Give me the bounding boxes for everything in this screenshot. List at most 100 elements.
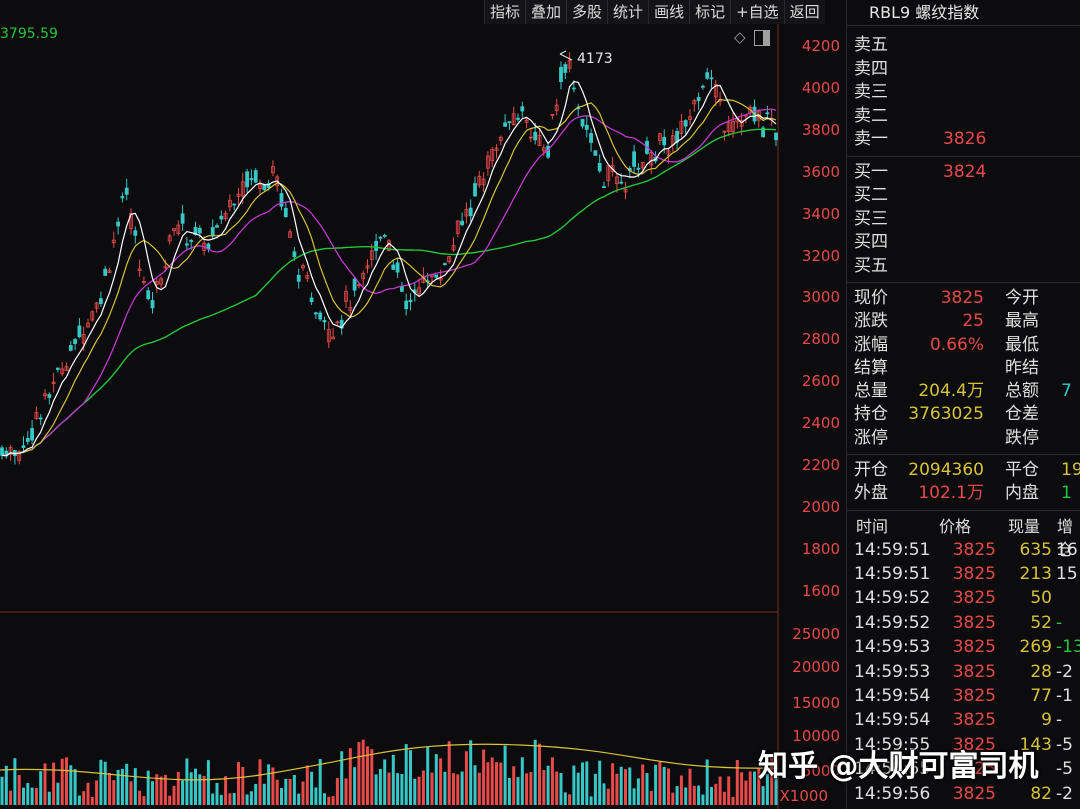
candle-body [705, 72, 710, 79]
candle-body [90, 311, 95, 321]
kline-chart-area[interactable]: 指标 叠加 多股 统计 画线 标记 +自选 返回 3795.59 4173 ◇ … [0, 0, 846, 809]
candle-body [68, 345, 73, 351]
volume-bar [688, 768, 692, 805]
volume-bar [671, 792, 675, 805]
candle-body [111, 239, 116, 244]
quote-label-2: 仓差 [1005, 404, 1039, 425]
volume-bar [202, 775, 206, 805]
volume-bar [727, 776, 731, 805]
tick-volume: 269 [1019, 637, 1052, 658]
ask-row: 卖五 [847, 34, 1080, 58]
volume-bar [533, 739, 537, 805]
volume-bar [404, 744, 408, 805]
ask-book: 卖五 卖四 卖三 卖二 卖一 3826 [847, 26, 1080, 152]
volume-bar [245, 794, 249, 805]
candle-body [283, 208, 288, 218]
candle-body [597, 162, 602, 172]
draw-line-button[interactable]: 画线 [648, 0, 690, 24]
volume-bar [550, 757, 554, 805]
volume-bar [714, 783, 718, 805]
bid-row: 买五 [847, 255, 1080, 279]
indicator-button[interactable]: 指标 [484, 0, 526, 24]
ask-label: 卖二 [854, 105, 888, 126]
quote-label-2: 昨结 [1005, 357, 1039, 378]
candle-body [739, 119, 744, 127]
multi-stock-button[interactable]: 多股 [566, 0, 608, 24]
tick-header: 时间 价格 现量 增仓 [847, 515, 1080, 559]
volume-bar [211, 793, 215, 805]
volume-bar [684, 787, 688, 805]
tick-change: - [1056, 612, 1063, 633]
candle-body [709, 77, 714, 80]
candle-body [640, 161, 645, 169]
volume-bar [507, 778, 511, 805]
volume-bar [495, 762, 498, 805]
candle-body [167, 235, 172, 242]
mark-button[interactable]: 标记 [689, 0, 731, 24]
candle-body [395, 262, 400, 273]
candle-body [404, 300, 409, 310]
volume-bar [697, 785, 701, 805]
volume-bar [641, 764, 645, 805]
candle-body [47, 394, 52, 398]
tick-change: - [1056, 710, 1063, 731]
tick-time: 14:59:56 [854, 783, 931, 804]
quote-label: 涨停 [854, 427, 888, 448]
volume-bar [598, 760, 602, 805]
candle-body [60, 368, 65, 375]
volume-bar [456, 774, 460, 805]
candle-body [666, 150, 671, 156]
tick-volume: 213 [1019, 564, 1052, 585]
back-button[interactable]: 返回 [783, 0, 825, 24]
volume-bar [546, 765, 550, 805]
volume-bar [344, 778, 348, 805]
ma5-line [1, 81, 777, 457]
candle-body [322, 319, 327, 323]
volume-bar [520, 757, 524, 805]
volume-bar [447, 741, 451, 805]
add-watchlist-button[interactable]: +自选 [730, 0, 784, 24]
diamond-icon[interactable]: ◇ [734, 28, 746, 46]
candle-body [369, 250, 374, 260]
candle-body [455, 220, 460, 234]
tick-price: 3825 [952, 734, 996, 755]
volume-bar [297, 793, 301, 805]
volume-bar [589, 796, 593, 805]
price-axis-label: 3000 [801, 288, 840, 307]
price-axis-label: 2800 [801, 330, 840, 349]
quote-label: 涨跌 [854, 311, 888, 332]
quote-label-2: 最低 [1005, 334, 1039, 355]
volume-bar [314, 787, 318, 805]
volume-bar [538, 743, 541, 805]
candle-body [86, 322, 90, 328]
bid-label: 买四 [854, 232, 888, 252]
candle-body [116, 221, 120, 227]
volume-bar [572, 765, 576, 805]
volume-bar [47, 791, 51, 805]
peak-arrow [559, 50, 573, 61]
volume-bar [516, 777, 520, 805]
volume-bar [185, 758, 189, 805]
statistics-button[interactable]: 统计 [607, 0, 649, 24]
candle-body [494, 147, 499, 151]
window-toggle-icon[interactable] [754, 29, 771, 46]
volume-bar [103, 761, 107, 805]
tick-volume: 77 [1030, 686, 1052, 707]
quote-label-2: 最高 [1005, 311, 1039, 332]
ask-label: 卖五 [854, 35, 888, 55]
candle-body [391, 264, 396, 270]
candle-body [107, 270, 112, 274]
candle-body [722, 130, 727, 133]
volume-bar [563, 792, 567, 805]
kline-chart[interactable] [0, 0, 846, 809]
volume-bar [417, 776, 421, 805]
volume-bar [718, 776, 722, 805]
tick-list[interactable]: 14:59:51 3825 635 16 14:59:51 3825 213 15 14:59:… [847, 538, 1080, 806]
overlay-button[interactable]: 叠加 [525, 0, 567, 24]
volume-bar [228, 793, 232, 805]
volume-bar [387, 772, 391, 805]
quote-row: 结算 昨结 [847, 357, 1080, 380]
ask-label: 卖三 [854, 82, 888, 102]
ask-label: 卖四 [854, 58, 888, 79]
